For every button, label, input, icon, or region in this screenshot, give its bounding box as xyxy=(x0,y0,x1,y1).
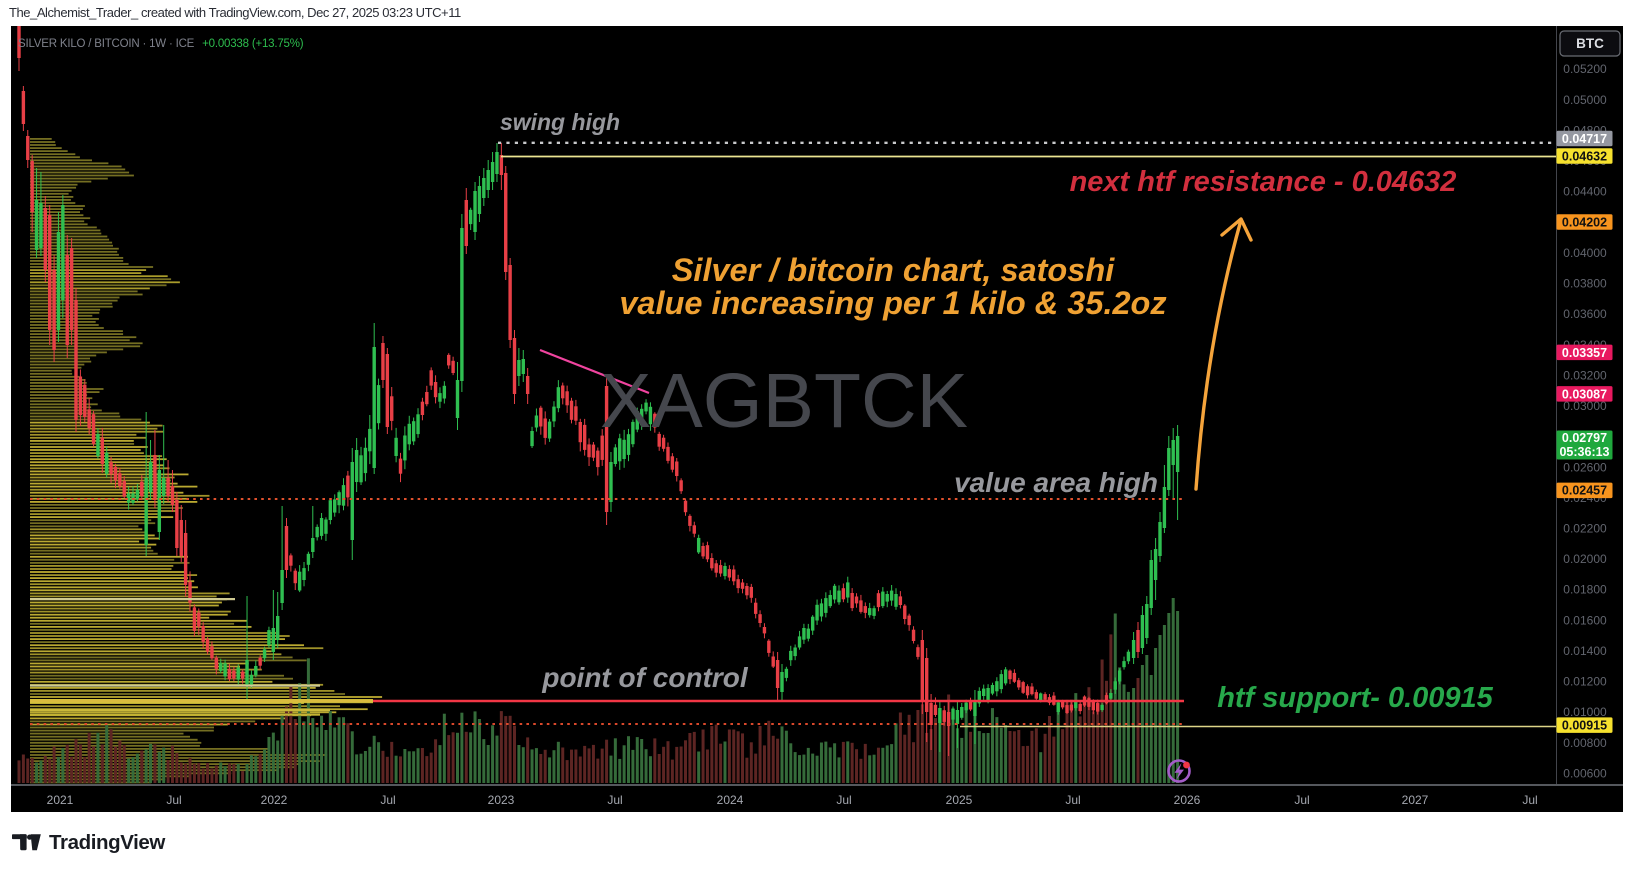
svg-text:0.01600: 0.01600 xyxy=(1563,613,1607,627)
svg-text:next htf resistance - 0.04632: next htf resistance - 0.04632 xyxy=(1070,166,1457,198)
svg-text:0.00600: 0.00600 xyxy=(1563,767,1607,781)
svg-text:2027: 2027 xyxy=(1402,793,1429,807)
svg-text:0.02000: 0.02000 xyxy=(1563,552,1607,566)
svg-text:0.04717: 0.04717 xyxy=(1562,132,1607,146)
svg-text:0.04000: 0.04000 xyxy=(1563,246,1607,260)
svg-text:0.02600: 0.02600 xyxy=(1563,460,1607,474)
svg-text:2022: 2022 xyxy=(261,793,288,807)
svg-text:Jul: Jul xyxy=(607,793,622,807)
svg-text:0.04202: 0.04202 xyxy=(1562,215,1607,229)
svg-text:0.03357: 0.03357 xyxy=(1562,346,1607,360)
svg-text:value area high: value area high xyxy=(954,467,1158,498)
svg-text:Jul: Jul xyxy=(1065,793,1080,807)
svg-text:0.00800: 0.00800 xyxy=(1563,736,1607,750)
svg-text:0.03600: 0.03600 xyxy=(1563,307,1607,321)
svg-text:0.03200: 0.03200 xyxy=(1563,368,1607,382)
svg-text:2025: 2025 xyxy=(946,793,973,807)
svg-text:Silver / bitcoin chart, satosh: Silver / bitcoin chart, satoshi xyxy=(672,252,1115,288)
svg-text:2023: 2023 xyxy=(488,793,515,807)
svg-text:0.02797: 0.02797 xyxy=(1562,431,1607,445)
svg-text:XAGBTCK: XAGBTCK xyxy=(600,358,968,444)
svg-text:0.03000: 0.03000 xyxy=(1563,399,1607,413)
svg-text:2021: 2021 xyxy=(47,793,74,807)
svg-text:0.04632: 0.04632 xyxy=(1562,149,1607,163)
svg-text:value increasing per 1 kilo &: value increasing per 1 kilo & 35.2oz xyxy=(619,285,1167,321)
svg-text:2024: 2024 xyxy=(717,793,744,807)
svg-text:Jul: Jul xyxy=(380,793,395,807)
svg-text:0.01200: 0.01200 xyxy=(1563,675,1607,689)
svg-text:0.00915: 0.00915 xyxy=(1562,719,1607,733)
svg-text:0.01800: 0.01800 xyxy=(1563,583,1607,597)
svg-text:point of control: point of control xyxy=(541,662,749,693)
svg-text:2026: 2026 xyxy=(1174,793,1201,807)
svg-text:Jul: Jul xyxy=(1294,793,1309,807)
svg-text:0.04400: 0.04400 xyxy=(1563,185,1607,199)
svg-text:Jul: Jul xyxy=(836,793,851,807)
svg-text:05:36:13: 05:36:13 xyxy=(1559,445,1609,459)
svg-text:0.01400: 0.01400 xyxy=(1563,644,1607,658)
svg-text:BTC: BTC xyxy=(1576,36,1604,51)
svg-text:htf support- 0.00915: htf support- 0.00915 xyxy=(1217,682,1493,714)
svg-text:swing high: swing high xyxy=(500,109,620,135)
svg-text:0.05200: 0.05200 xyxy=(1563,62,1607,76)
svg-text:0.02457: 0.02457 xyxy=(1562,484,1607,498)
svg-text:0.03800: 0.03800 xyxy=(1563,277,1607,291)
svg-text:Jul: Jul xyxy=(1522,793,1537,807)
svg-text:0.01000: 0.01000 xyxy=(1563,705,1607,719)
svg-text:0.05000: 0.05000 xyxy=(1563,93,1607,107)
svg-text:TradingView: TradingView xyxy=(49,833,165,854)
svg-text:SILVER KILO / BITCOIN · 1W · I: SILVER KILO / BITCOIN · 1W · ICE +0.00338… xyxy=(18,38,304,50)
svg-text:0.03087: 0.03087 xyxy=(1562,387,1607,401)
svg-text:0.02200: 0.02200 xyxy=(1563,522,1607,536)
svg-text:Jul: Jul xyxy=(166,793,181,807)
